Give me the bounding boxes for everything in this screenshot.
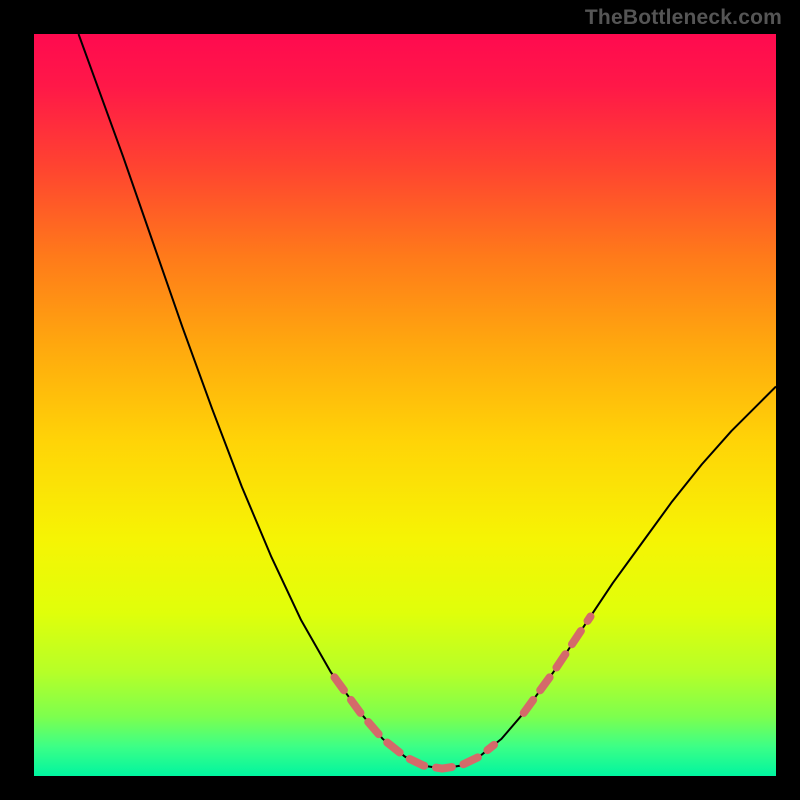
chart-container: TheBottleneck.com <box>0 0 800 800</box>
bottleneck-chart <box>0 0 800 800</box>
watermark-text: TheBottleneck.com <box>585 6 782 30</box>
